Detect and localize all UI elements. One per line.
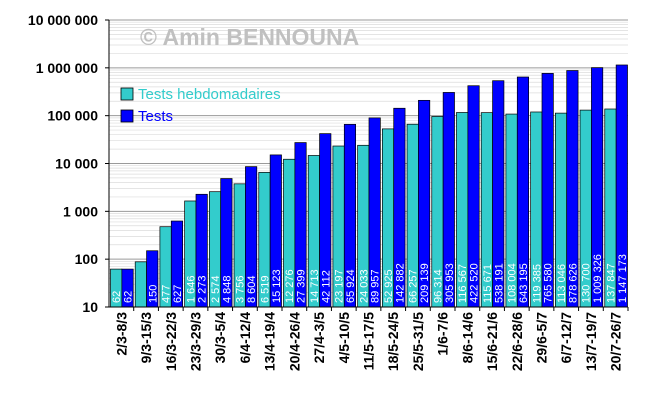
x-tick-label: 11/5-17/5: [361, 312, 377, 371]
data-label-weekly: 115 671: [482, 264, 494, 303]
data-label-cumulative: 62: [123, 291, 135, 303]
y-tick-label: 1 000: [63, 203, 98, 219]
data-label-cumulative: 765 580: [543, 263, 555, 303]
data-label-weekly: 477: [161, 285, 173, 303]
data-label-cumulative: 89 957: [370, 269, 382, 303]
data-label-weekly: 12 276: [284, 269, 296, 303]
data-label-weekly: 6 519: [259, 275, 271, 303]
data-label-weekly: 1 646: [185, 275, 197, 303]
legend-swatch-weekly: [120, 87, 134, 101]
legend-swatch-tests: [120, 109, 134, 123]
data-labels: 62 62 150 477 627 1 646 2 273 2 574 4 848 3 756 8 …: [111, 254, 629, 303]
data-label-weekly: 137 847: [605, 263, 617, 303]
data-label-cumulative: 627: [172, 285, 184, 303]
x-tick-label: 25/5-31/5: [410, 312, 426, 371]
data-label-weekly: 2 574: [210, 275, 222, 303]
x-tick-label: 9/3-15/3: [138, 312, 154, 364]
data-label-weekly: 130 700: [581, 263, 593, 303]
data-label-weekly: 24 033: [358, 269, 370, 303]
data-label-cumulative: 538 191: [493, 263, 505, 303]
x-tick-label: 8/6-14/6: [459, 312, 475, 364]
data-label-cumulative: 422 520: [469, 263, 481, 303]
data-label-cumulative: 8 604: [246, 275, 258, 303]
x-tick-label: 16/3-22/3: [163, 312, 179, 371]
y-tick-label: 10: [82, 299, 98, 315]
data-label-weekly: 116 567: [457, 264, 469, 303]
data-label-cumulative: 1 147 173: [617, 254, 629, 303]
data-label-weekly: 23 197: [334, 269, 346, 303]
x-tick-label: 4/5-10/5: [336, 312, 352, 364]
data-label-weekly: 119 385: [531, 264, 543, 303]
legend-label-tests: Tests: [138, 108, 173, 125]
y-tick-label: 10 000 000: [28, 12, 98, 28]
y-tick-label: 1 000 000: [36, 60, 98, 76]
y-tick-label: 10 000: [55, 156, 98, 172]
bars: [110, 64, 628, 308]
data-label-cumulative: 305 953: [444, 263, 456, 303]
data-label-cumulative: 209 139: [419, 263, 431, 303]
x-tick-label: 15/6-21/6: [484, 312, 500, 371]
data-label-cumulative: 65 924: [345, 269, 357, 303]
y-tick-label: 100 000: [47, 108, 98, 124]
data-label-weekly: 108 004: [507, 263, 519, 303]
data-label-cumulative: 150: [147, 285, 159, 303]
data-label-weekly: 14 713: [309, 269, 321, 303]
x-tick-label: 13/7-19/7: [583, 312, 599, 371]
data-label-weekly: 62: [111, 291, 123, 303]
x-tick-label: 20/4-26/4: [286, 312, 302, 371]
legend: Tests hebdomadaires Tests: [120, 86, 281, 125]
data-label-cumulative: 142 882: [394, 263, 406, 303]
legend-label-weekly: Tests hebdomadaires: [138, 86, 281, 103]
y-tick-labels: 10 000 000 1 000 000 100 000 10 000 1 000 100…: [28, 12, 109, 315]
data-label-weekly: 52 925: [383, 269, 395, 303]
x-tick-label: 18/5-24/5: [385, 312, 401, 371]
x-tick-label: 23/3-29/3: [188, 312, 204, 371]
x-tick-label: 29/6-5/7: [534, 312, 550, 364]
x-tick-label: 30/3-5/4: [212, 312, 228, 364]
legend-item-weekly: Tests hebdomadaires: [120, 86, 281, 103]
y-tick-label: 100: [75, 251, 99, 267]
data-label-cumulative: 643 195: [518, 263, 530, 303]
x-tick-label: 22/6-28/6: [509, 312, 525, 371]
x-tick-label: 1/6-7/6: [435, 312, 451, 356]
x-tick-label: 20/7-26/7: [608, 312, 624, 371]
data-label-weekly: 96 314: [432, 269, 444, 303]
watermark: © Amin BENNOUNA: [140, 24, 359, 50]
bar-weekly-tests: [134, 261, 147, 308]
data-label-cumulative: 878 626: [567, 263, 579, 303]
x-tick-label: 6/4-12/4: [237, 312, 253, 364]
data-label-cumulative: 27 399: [296, 269, 308, 303]
data-label-cumulative: 15 123: [271, 269, 283, 303]
x-tick-label: 6/7-12/7: [558, 312, 574, 364]
data-label-cumulative: 2 273: [197, 275, 209, 303]
data-label-weekly: 66 257: [408, 269, 420, 303]
x-tick-label: 2/3-8/3: [113, 312, 129, 356]
legend-item-tests: Tests: [120, 108, 173, 125]
data-label-cumulative: 4 848: [221, 275, 233, 303]
data-label-cumulative: 42 112: [320, 270, 332, 303]
x-tick-label: 27/4-3/5: [311, 312, 327, 364]
data-label-cumulative: 1 009 326: [592, 254, 604, 303]
x-tick-label: 13/4-19/4: [262, 312, 278, 371]
data-label-weekly: 3 756: [235, 275, 247, 303]
x-tick-labels: 2/3-8/3 9/3-15/3 16/3-22/3 23/3-29/3 30/3-5/…: [113, 307, 629, 371]
data-label-weekly: 113 046: [556, 264, 568, 303]
